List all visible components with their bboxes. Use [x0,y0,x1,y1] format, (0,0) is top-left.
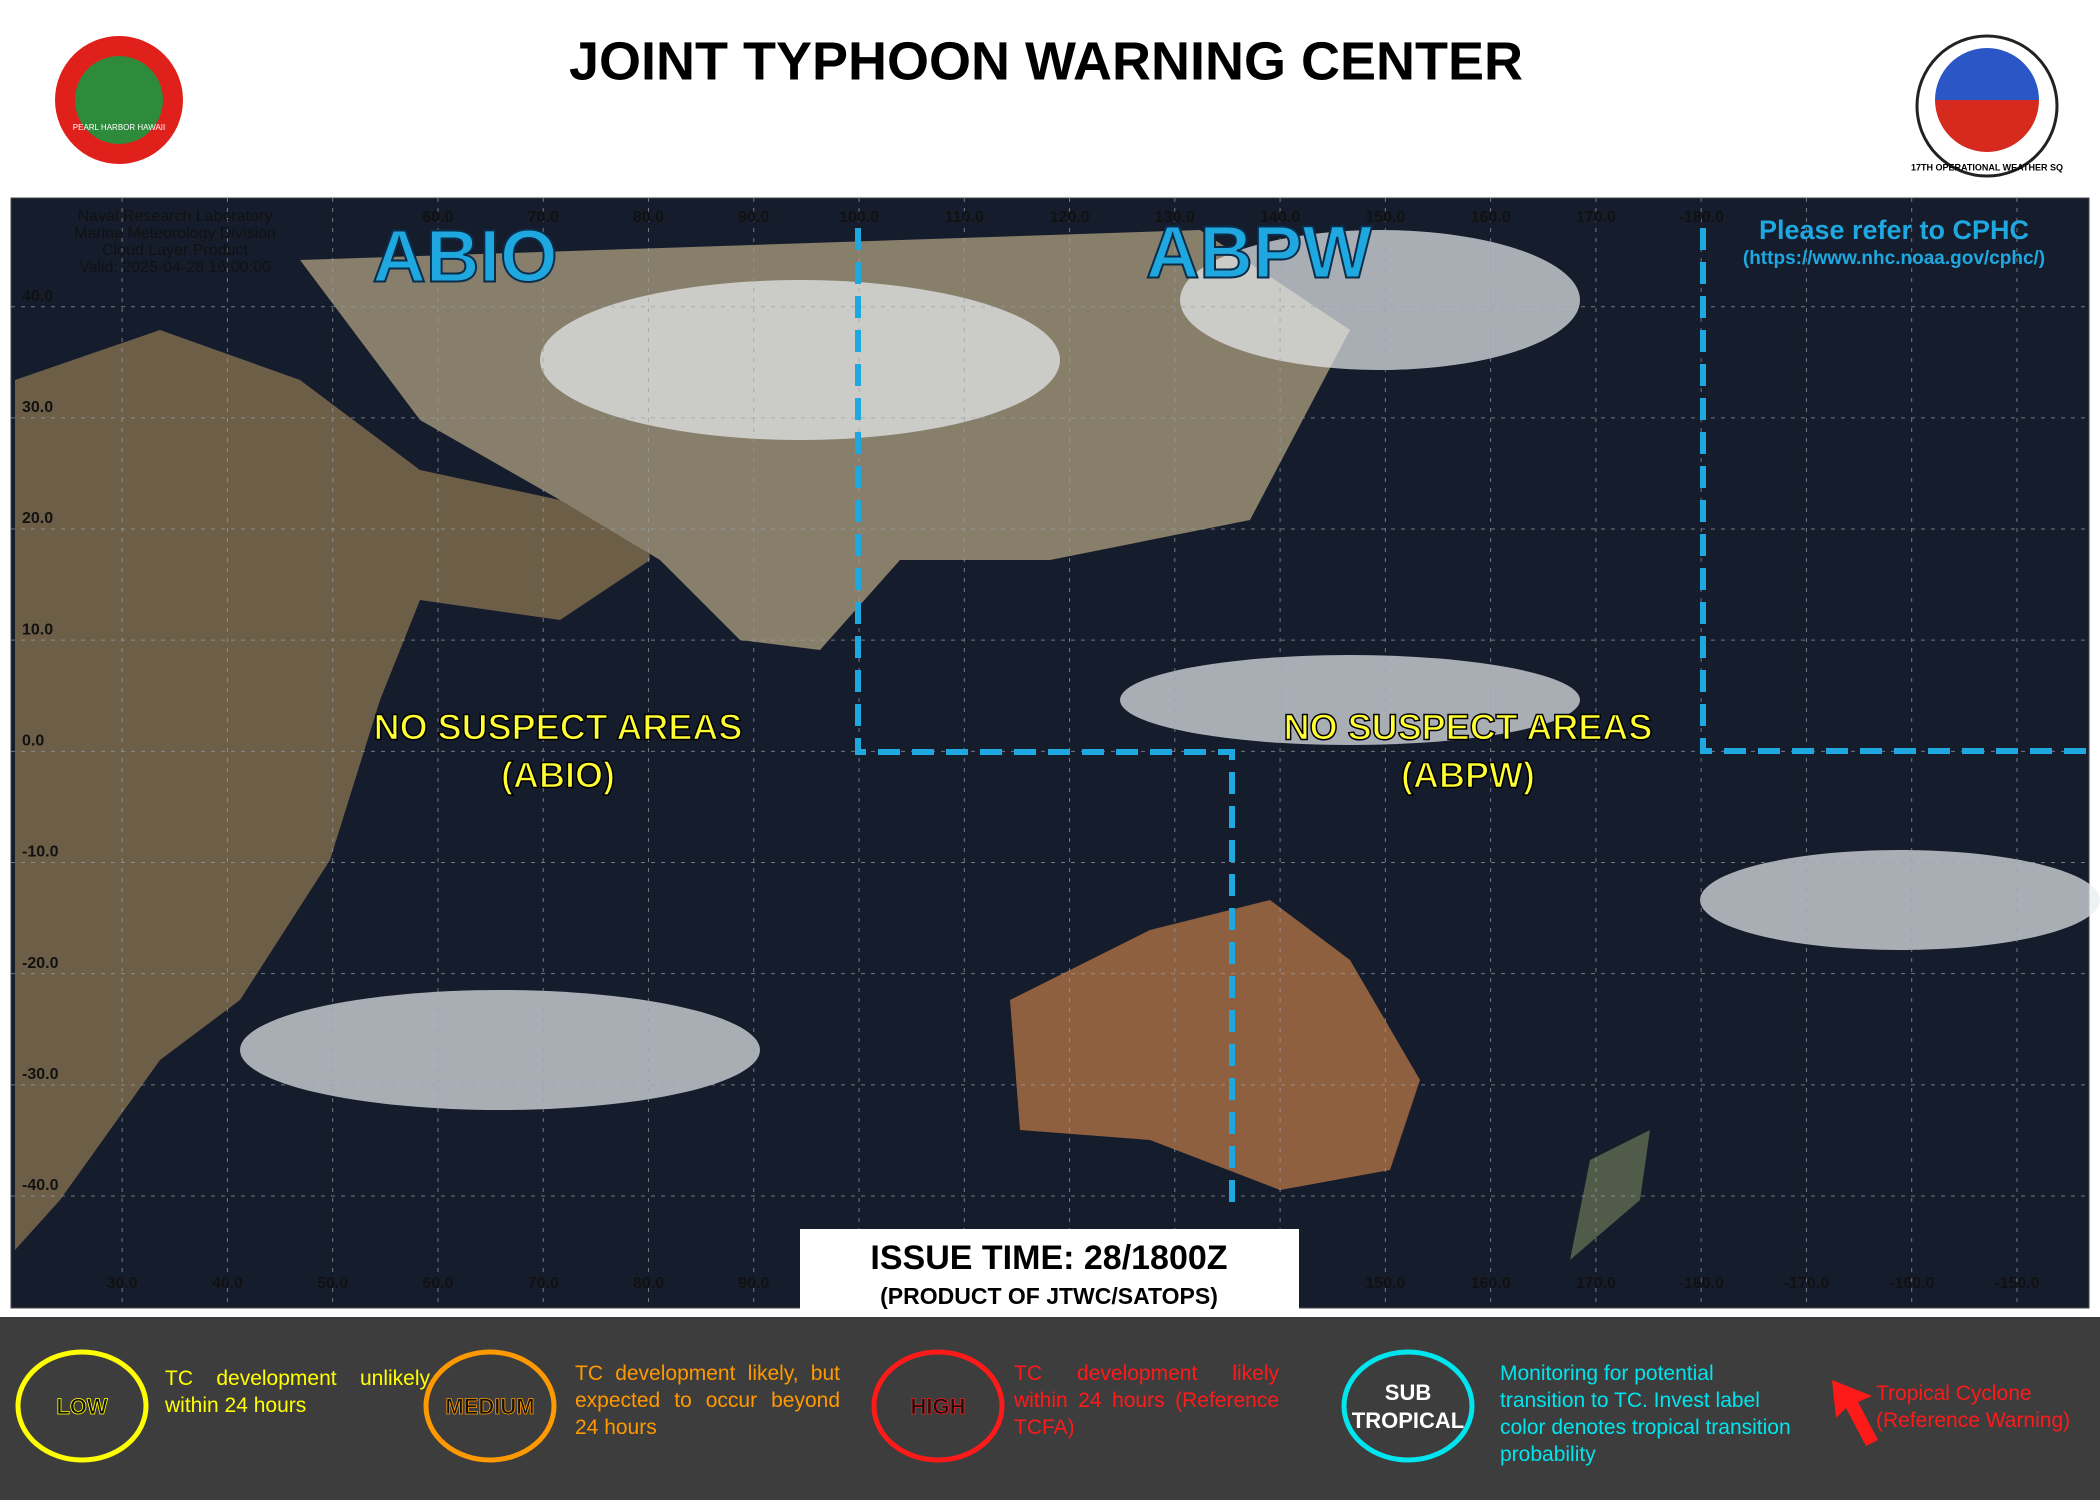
lat-label: -40.0 [22,1177,59,1194]
lon-label: 40.0 [212,1275,243,1292]
lon-label: 70.0 [528,209,559,226]
lon-label: 130.0 [1155,209,1195,226]
cloud [1120,655,1580,745]
legend-ring [15,1349,149,1463]
left-logo: PEARL HARBOR HAWAII [55,36,183,164]
region-name: ABIO [373,215,558,298]
lon-label: 170.0 [1576,209,1616,226]
legend-strip [0,1317,2100,1500]
region-status: NO SUSPECT AREAS [1284,707,1653,748]
legend-description: TC development unlikely within 24 hours [165,1367,430,1417]
lat-label: 40.0 [22,288,53,305]
lat-label: 30.0 [22,399,53,416]
lon-label: 170.0 [1576,1275,1616,1292]
region-boundaries [855,228,2089,1212]
lon-label: -170.0 [1784,1275,1829,1292]
lon-label: 160.0 [1471,1275,1511,1292]
region-code: (ABPW) [1401,755,1535,796]
issue-time: ISSUE TIME: 28/1800Z [870,1239,1227,1277]
lon-label: -150.0 [1994,1275,2039,1292]
source-line: Cloud Layer Product [102,242,248,259]
australia [1010,900,1420,1190]
legend-label: HIGH [911,1394,966,1419]
legend-description: TC development likely within 24 hours (R… [1014,1362,1279,1439]
lon-label: 80.0 [633,209,664,226]
abpw-cphc-boundary [1700,228,2089,754]
logo-text: 17TH OPERATIONAL WEATHER SQ [1911,162,2063,172]
clouds [240,230,2100,1110]
legend-label: SUB TROPICAL [1352,1380,1464,1433]
right-logo: 17TH OPERATIONAL WEATHER SQ [1911,34,2063,178]
lon-label: 50.0 [317,1275,348,1292]
title: JOINT TYPHOON WARNING CENTER [569,31,1523,91]
logo-inner [75,56,163,144]
logo-text: PEARL HARBOR HAWAII [73,123,165,132]
source-line: Naval Research Laboratory [78,208,273,225]
legend-description: Tropical Cyclone (Reference Warning) [1876,1382,2071,1432]
product: (PRODUCT OF JTWC/SATOPS) [880,1283,1218,1309]
legend-label: LOW [56,1394,108,1419]
legend-ring [423,1349,557,1463]
legend-label: MEDIUM [445,1394,534,1419]
cphc-note: Please refer to CPHC [1759,215,2029,245]
lon-label: 70.0 [528,1275,559,1292]
legend-description: Monitoring for potential transition to T… [1500,1362,1791,1466]
region-name: ABPW [1146,211,1372,294]
region-status: NO SUSPECT AREAS [374,707,743,748]
lon-label: 80.0 [633,1275,664,1292]
lon-label: -180.0 [1678,209,1723,226]
logo-bottom [1935,100,2039,152]
lon-label: 110.0 [945,209,984,226]
lon-label: 150.0 [1365,209,1405,226]
cloud [1180,230,1580,370]
region-code: (ABIO) [501,755,615,796]
lon-label: 60.0 [422,209,453,226]
lon-label: 100.0 [839,209,879,226]
lon-label: 140.0 [1260,209,1300,226]
legend: LOW MEDIUM HIGH SUB TROPICAL [15,1349,1878,1463]
cloud [1700,850,2100,950]
lon-label: -160.0 [1889,1275,1934,1292]
cphc-url: (https://www.nhc.noaa.gov/cphc/) [1743,248,2045,269]
lat-label: 0.0 [22,733,44,750]
abio-abpw-boundary [855,228,1235,1212]
cyclone-arrow [1832,1380,1878,1446]
lat-label: -10.0 [22,844,59,861]
lon-label: 160.0 [1471,209,1511,226]
lat-label: 10.0 [22,621,53,638]
lat-label: 20.0 [22,510,53,527]
cloud [240,990,760,1110]
lat-label: -20.0 [22,955,59,972]
legend-ring [1341,1349,1475,1463]
legend-ring [871,1349,1005,1463]
issue-box [800,1229,1299,1318]
logo-top [1935,48,2039,100]
legend-description: TC development likely, but expected to o… [575,1362,840,1439]
new-zealand [1570,1130,1650,1260]
lon-label: 150.0 [1365,1275,1405,1292]
lon-label: 90.0 [738,1275,769,1292]
lon-label: 120.0 [1050,209,1090,226]
lat-label: -30.0 [22,1066,59,1083]
lon-label: 90.0 [738,209,769,226]
lon-label: 60.0 [422,1275,453,1292]
map-labels: 60.0 70.0 80.0 90.0 100.0 110.0 120.0 130.0 140.… [22,208,2040,1292]
cloud [540,280,1060,440]
source-line: Valid: 2025-04-28 16:00:00 [79,259,271,276]
source-line: Marine Meteorology Division [74,225,276,242]
lon-label: 30.0 [107,1275,138,1292]
lon-label: -180.0 [1678,1275,1723,1292]
